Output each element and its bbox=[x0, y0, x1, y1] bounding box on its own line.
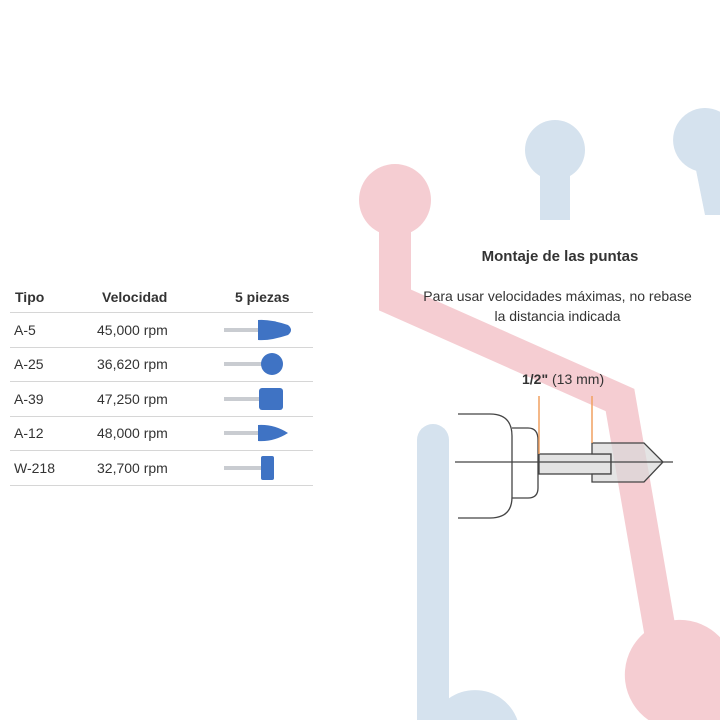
cylinder-bit-icon bbox=[224, 387, 283, 410]
table-header: Tipo Velocidad 5 piezas bbox=[10, 282, 313, 313]
velocidad-cell: 36,620 rpm bbox=[97, 356, 168, 373]
subtitle-line-2: la distancia indicada bbox=[494, 308, 621, 324]
velocidad-cell: 48,000 rpm bbox=[97, 425, 168, 442]
table-row: A-12 48,000 rpm bbox=[10, 417, 313, 451]
bullet-bit-icon bbox=[224, 425, 288, 442]
measurement-label: 1/2" (13 mm) bbox=[522, 371, 604, 387]
shank bbox=[538, 453, 612, 475]
diagram-subtitle: Para usar velocidades máximas, no rebase… bbox=[400, 286, 715, 326]
tipo-cell: A-39 bbox=[14, 390, 44, 407]
tipo-cell: A-12 bbox=[14, 425, 44, 442]
specs-table: Tipo Velocidad 5 piezas A-5 45,000 rpm A… bbox=[10, 282, 313, 486]
velocidad-cell: 47,250 rpm bbox=[97, 390, 168, 407]
header-tipo: Tipo bbox=[15, 289, 45, 305]
header-piezas: 5 piezas bbox=[235, 289, 290, 305]
velocidad-cell: 32,700 rpm bbox=[97, 459, 168, 476]
table-row: A-5 45,000 rpm bbox=[10, 313, 313, 348]
table-row: W-218 32,700 rpm bbox=[10, 451, 313, 486]
cone-bit-icon bbox=[224, 319, 291, 340]
table-row: A-39 47,250 rpm bbox=[10, 382, 313, 417]
small-cylinder-bit-icon bbox=[224, 455, 274, 480]
measurement-inches: 1/2" bbox=[522, 371, 549, 387]
tipo-cell: A-5 bbox=[14, 321, 36, 338]
tipo-cell: A-25 bbox=[14, 356, 44, 373]
table-row: A-25 36,620 rpm bbox=[10, 348, 313, 382]
measurement-mm: (13 mm) bbox=[548, 371, 605, 387]
tipo-cell: W-218 bbox=[14, 459, 55, 476]
collet-outline bbox=[512, 427, 539, 499]
velocidad-cell: 45,000 rpm bbox=[97, 321, 168, 338]
ball-bit-icon bbox=[224, 353, 283, 376]
diagram-title: Montaje de las puntas bbox=[481, 248, 639, 265]
header-velocidad: Velocidad bbox=[102, 289, 168, 305]
subtitle-line-1: Para usar velocidades máximas, no rebase bbox=[423, 288, 692, 304]
chuck-outline bbox=[458, 413, 513, 519]
